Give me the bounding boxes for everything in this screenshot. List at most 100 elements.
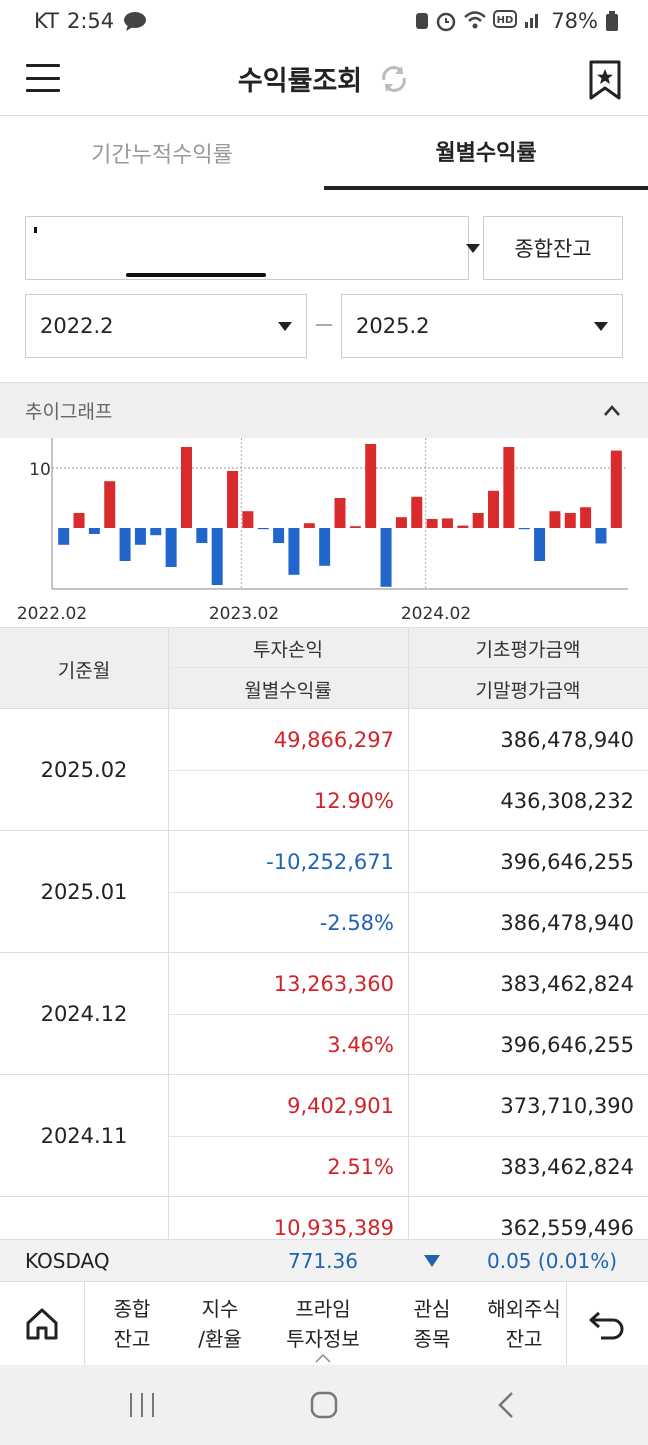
alarm-icon [437,12,456,32]
cell-return: 12.90% [313,788,394,813]
header-return: 월별수익률 [244,679,332,702]
nav-prime-info[interactable]: 프라임 투자정보 [264,1282,382,1366]
home-icon [26,1308,58,1340]
bar-2023.09 [349,526,361,528]
cell-return: -2.58% [319,910,394,935]
redaction-mark [126,273,266,277]
table-header: 기준월 투자손익 월별수익률 기초평가금액 기말평가금액 [0,627,648,710]
bar-2023.10 [365,444,377,528]
end-date-value: 2025.2 [356,314,430,338]
bar-2022.03 [73,513,85,528]
recent-apps-icon[interactable] [127,1390,157,1420]
cell-end-value: 436,308,232 [500,788,634,813]
nav-summary-balance[interactable]: 종합 잔고 [88,1282,176,1366]
bar-2023.04 [273,528,285,543]
cell-month: 2025.01 [40,880,128,904]
chat-notification-icon [124,12,147,31]
bar-2024.11 [564,512,576,528]
cell-begin-value: 362,559,496 [500,1215,634,1240]
home-button[interactable] [0,1282,84,1366]
chevron-down-icon [278,322,292,331]
signal-icon [525,14,539,28]
wifi-icon [464,11,487,29]
header-end-value: 기말평가금액 [475,679,581,702]
bar-2023.02 [242,511,254,528]
bar-2023.03 [257,528,269,530]
end-date-select[interactable]: 2025.2 [341,294,623,358]
cell-begin-value: 386,478,940 [500,727,634,752]
start-date-select[interactable]: 2022.2 [25,294,307,358]
bar-2024.10 [549,511,561,528]
bar-2023.08 [334,498,346,528]
index-ticker[interactable]: KOSDAQ 771.36 0.05 (0.01%) [0,1239,648,1281]
home-circle-icon[interactable] [309,1390,339,1420]
cell-begin-value: 396,646,255 [500,849,634,874]
cell-end-value: 396,646,255 [500,1032,634,1057]
bar-2024.09 [534,528,546,561]
table-row[interactable]: 10,935,389 362,559,496 [0,1197,648,1319]
back-chevron-icon[interactable] [492,1390,522,1420]
title-group: 수익률조회 [238,59,410,98]
down-triangle-icon [424,1255,440,1267]
cell-month: 2024.12 [40,1002,128,1026]
cell-begin-value: 383,462,824 [500,971,634,996]
x-tick-label: 2023.02 [209,604,279,624]
bookmark-star-icon[interactable] [588,60,622,100]
bar-2024.12 [580,507,592,528]
header-begin-value: 기초평가금액 [475,638,581,661]
ticker-change: 0.05 (0.01%) [487,1248,618,1273]
cell-month: 2025.02 [40,758,128,782]
bar-2022.07 [134,528,146,545]
redaction-mark [34,227,37,233]
bar-2024.07 [503,447,515,528]
x-tick-label: 2024.02 [401,604,471,624]
table-row[interactable]: 2024.12 13,263,360 3.46% 383,462,824 396,646… [0,953,648,1075]
chevron-down-icon [594,322,608,331]
monthly-return-table: 기준월 투자손익 월별수익률 기초평가금액 기말평가금액 2025.02 49,8… [0,627,648,1319]
ticker-name: KOSDAQ [25,1248,110,1273]
nav-watchlist[interactable]: 관심 종목 [382,1282,482,1366]
bottom-nav: 종합 잔고 지수 /환율 프라임 투자정보 관심 종목 해외주식 잔고 [0,1281,648,1366]
bar-2025.02 [610,450,622,528]
table-row[interactable]: 2024.11 9,402,901 2.51% 373,710,390 383,462,… [0,1075,648,1197]
table-row[interactable]: 2025.02 49,866,297 12.90% 386,478,940 436,30… [0,709,648,831]
summary-balance-button[interactable]: 종합잔고 [483,216,623,280]
bar-2024.06 [488,490,500,528]
bar-2022.08 [150,528,162,536]
bar-2023.11 [380,528,392,587]
date-range-separator [316,324,332,326]
cell-end-value: 383,462,824 [500,1154,634,1179]
chevron-down-icon [466,244,480,253]
nav-watchlist-label: 관심 종목 [413,1297,451,1351]
tab-period-cumulative[interactable]: 기간누적수익률 [91,143,233,168]
back-button[interactable] [566,1282,648,1366]
cell-return: 3.46% [327,1032,394,1057]
account-select[interactable] [25,216,480,280]
cell-end-value: 386,478,940 [500,910,634,935]
carrier-label: KT [34,9,59,33]
svg-text:HD: HD [497,15,514,26]
hamburger-menu-icon[interactable] [26,64,60,92]
table-row[interactable]: 2025.01 -10,252,671 -2.58% 396,646,255 386,4… [0,831,648,953]
bar-2022.12 [211,528,223,585]
battery-percent: 78% [551,9,598,33]
cell-pnl: 9,402,901 [287,1093,394,1118]
refresh-icon[interactable] [378,63,410,95]
status-right: HD 78% [415,9,618,33]
tab-monthly-return[interactable]: 월별수익률 [324,116,648,190]
bar-2023.07 [319,528,331,566]
nav-index-exchange-label: 지수 /환율 [198,1297,242,1351]
nav-summary-balance-label: 종합 잔고 [113,1297,151,1351]
nav-overseas-balance[interactable]: 해외주식 잔고 [482,1282,566,1366]
chevron-up-icon[interactable] [602,401,622,421]
hd-voice-icon: HD [493,10,518,28]
cell-pnl: -10,252,671 [266,849,394,874]
cell-month: 2024.11 [40,1124,128,1148]
system-nav-bar [0,1365,648,1445]
bar-2024.03 [441,518,453,528]
nav-index-exchange[interactable]: 지수 /환율 [176,1282,264,1366]
bar-2022.11 [196,528,208,543]
cell-begin-value: 373,710,390 [500,1093,634,1118]
bar-2024.05 [472,513,484,528]
trend-graph-header[interactable]: 추이그래프 [0,382,648,438]
